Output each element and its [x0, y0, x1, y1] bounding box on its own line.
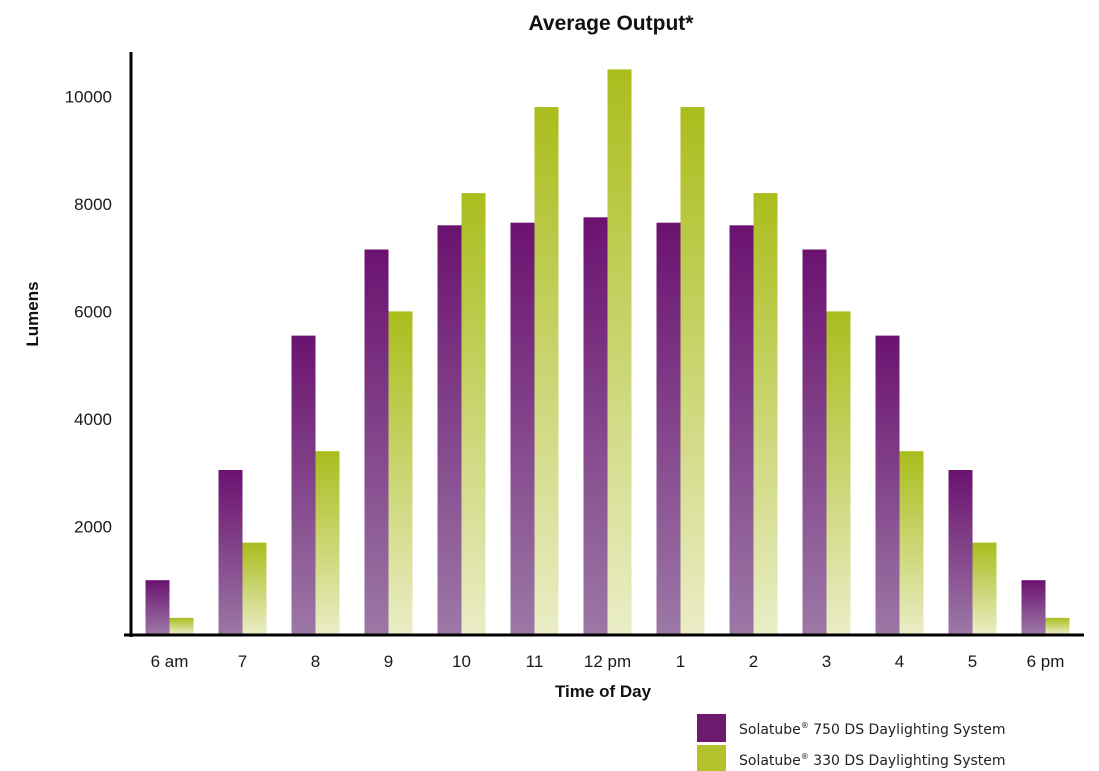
- legend-swatch-series1: [697, 714, 726, 742]
- bar-series2-2: [753, 193, 778, 634]
- x-tick-label: 9: [384, 652, 393, 671]
- y-tick-label: 8000: [74, 195, 112, 214]
- bar-series1-8: [291, 335, 316, 634]
- bar-series1-6-am: [145, 580, 170, 634]
- x-tick-label: 5: [968, 652, 977, 671]
- bar-series2-7: [242, 542, 267, 634]
- bar-series1-1: [656, 222, 681, 634]
- legend-label-series2: Solatube® 330 DS Daylighting System: [739, 752, 1006, 769]
- x-tick-label: 6 pm: [1027, 652, 1065, 671]
- y-tick-label: 6000: [74, 302, 112, 321]
- bar-series2-3: [826, 311, 851, 634]
- legend-label-series1: Solatube® 750 DS Daylighting System: [739, 721, 1006, 738]
- bar-series1-2: [729, 225, 754, 635]
- x-tick-label: 11: [526, 652, 544, 671]
- x-tick-label: 4: [895, 652, 904, 671]
- chart-title: Average Output*: [529, 12, 695, 35]
- x-tick-layer: 6 am 7 8 9 10 11 12 pm 1 2 3 4 5 6 pm: [151, 652, 1065, 671]
- x-tick-label: 7: [238, 652, 247, 671]
- bar-series1-11: [510, 222, 535, 634]
- bar-series1-9: [364, 249, 389, 634]
- bar-series2-9: [388, 311, 413, 634]
- x-axis-title: Time of Day: [555, 682, 652, 701]
- x-tick-label: 12 pm: [584, 652, 631, 671]
- bar-series1-10: [437, 225, 462, 635]
- bar-series1-4: [875, 335, 900, 634]
- x-tick-label: 8: [311, 652, 320, 671]
- bar-series2-8: [315, 451, 340, 634]
- bar-series2-1: [680, 107, 705, 635]
- bar-series2-10: [461, 193, 486, 634]
- x-tick-label: 3: [822, 652, 831, 671]
- legend-swatch-series2: [697, 745, 726, 771]
- bar-series2-4: [899, 451, 924, 634]
- bar-series2-6-am: [169, 617, 194, 634]
- bar-series2-5: [972, 542, 997, 634]
- x-tick-label: 1: [676, 652, 685, 671]
- y-tick-layer: 2000 4000 6000 8000 10000: [65, 87, 112, 536]
- y-tick-label: 4000: [74, 410, 112, 429]
- y-tick-label: 2000: [74, 518, 112, 537]
- bars-layer: [145, 69, 1070, 635]
- bar-series1-5: [948, 470, 973, 634]
- bar-series2-12-pm: [607, 69, 632, 634]
- y-tick-label: 10000: [65, 87, 112, 106]
- bar-series1-7: [218, 470, 243, 634]
- bar-series1-3: [802, 249, 827, 634]
- bar-series2-6-pm: [1045, 617, 1070, 634]
- x-tick-label: 10: [452, 652, 471, 671]
- x-tick-label: 6 am: [151, 652, 189, 671]
- bar-series1-12-pm: [583, 217, 608, 635]
- y-axis-title: Lumens: [23, 281, 42, 346]
- bar-series1-6-pm: [1021, 580, 1046, 634]
- x-tick-label: 2: [749, 652, 758, 671]
- bar-series2-11: [534, 107, 559, 635]
- legend: Solatube® 750 DS Daylighting System Solat…: [697, 714, 1006, 771]
